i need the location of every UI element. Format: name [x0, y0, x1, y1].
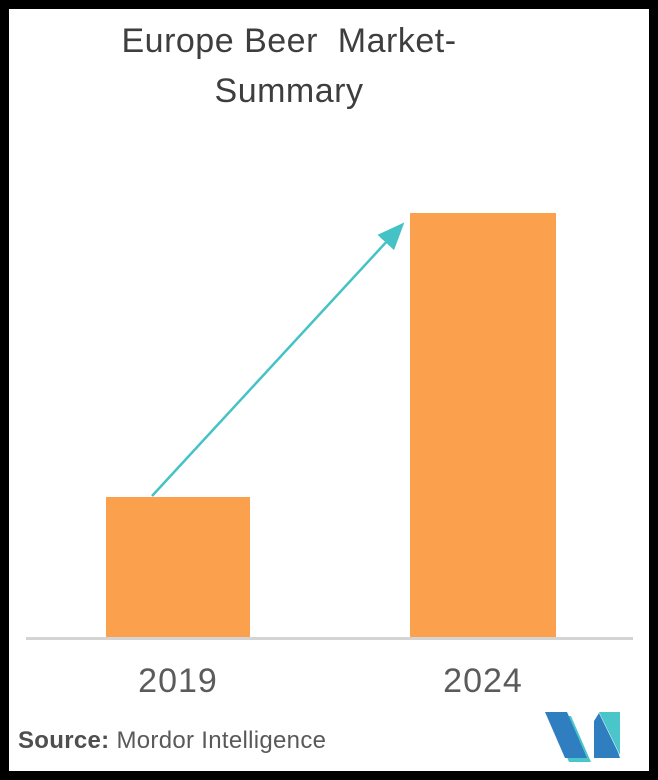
x-tick-label-2024: 2024	[443, 662, 523, 700]
growth-arrow-line	[151, 222, 405, 497]
bar-2024	[410, 213, 556, 637]
x-tick-label-2019: 2019	[138, 662, 218, 700]
source-label: Source:	[18, 727, 110, 754]
mordor-intelligence-logo-icon	[545, 712, 620, 762]
x-axis-baseline	[26, 637, 633, 640]
bar-2019	[106, 497, 250, 637]
chart-title: Europe Beer Market- Summary	[0, 16, 618, 116]
chart-title-line1: Europe Beer Market-	[121, 22, 457, 60]
source-note: Source: Mordor Intelligence	[18, 727, 326, 755]
logo-left-blue-shape	[545, 712, 587, 758]
logo-right-teal-shape	[599, 712, 620, 755]
source-text: Mordor Intelligence	[116, 727, 327, 754]
logo-right-blue-shape	[594, 713, 620, 758]
chart-title-line2: Summary	[214, 72, 364, 110]
